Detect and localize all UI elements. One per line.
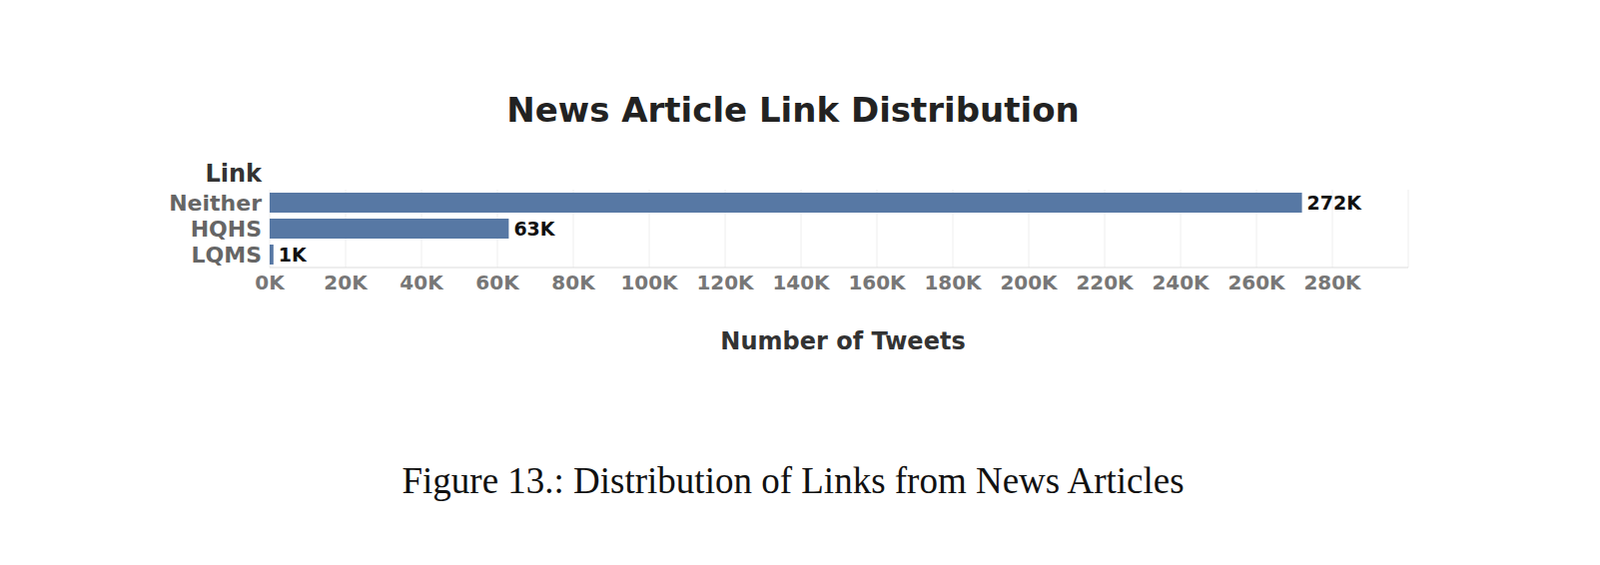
html-text:News Article Link Distribution: News Article Link Distribution bbox=[506, 89, 1080, 130]
svg-text:63K: 63K bbox=[513, 217, 556, 240]
svg-text:272K: 272K bbox=[1307, 191, 1364, 214]
svg-text:Neither: Neither bbox=[168, 190, 262, 216]
svg-text:80K: 80K bbox=[551, 270, 597, 295]
svg-text:180K: 180K bbox=[923, 270, 983, 295]
svg-text:1K: 1K bbox=[278, 243, 308, 266]
html-text:Link: Link bbox=[205, 159, 262, 188]
svg-text:220K: 220K bbox=[1075, 270, 1135, 295]
html-text:Number of Tweets: Number of Tweets bbox=[720, 327, 966, 356]
svg-text:40K: 40K bbox=[399, 270, 445, 295]
svg-text:0K: 0K bbox=[254, 270, 286, 295]
html-text:Figure 13.: Distribution of Li: Figure 13.: Distribution of Links from N… bbox=[401, 460, 1185, 502]
svg-text:240K: 240K bbox=[1151, 270, 1211, 295]
svg-text:140K: 140K bbox=[772, 270, 831, 295]
svg-text:200K: 200K bbox=[999, 270, 1059, 295]
svg-text:100K: 100K bbox=[620, 270, 680, 295]
svg-text:120K: 120K bbox=[696, 270, 756, 295]
svg-text:HQHS: HQHS bbox=[190, 216, 262, 242]
svg-text:LQMS: LQMS bbox=[191, 242, 262, 268]
svg-text:60K: 60K bbox=[475, 270, 521, 295]
svg-text:280K: 280K bbox=[1303, 270, 1363, 295]
svg-text:160K: 160K bbox=[847, 270, 907, 295]
svg-text:260K: 260K bbox=[1227, 270, 1287, 295]
svg-text:20K: 20K bbox=[323, 270, 369, 295]
